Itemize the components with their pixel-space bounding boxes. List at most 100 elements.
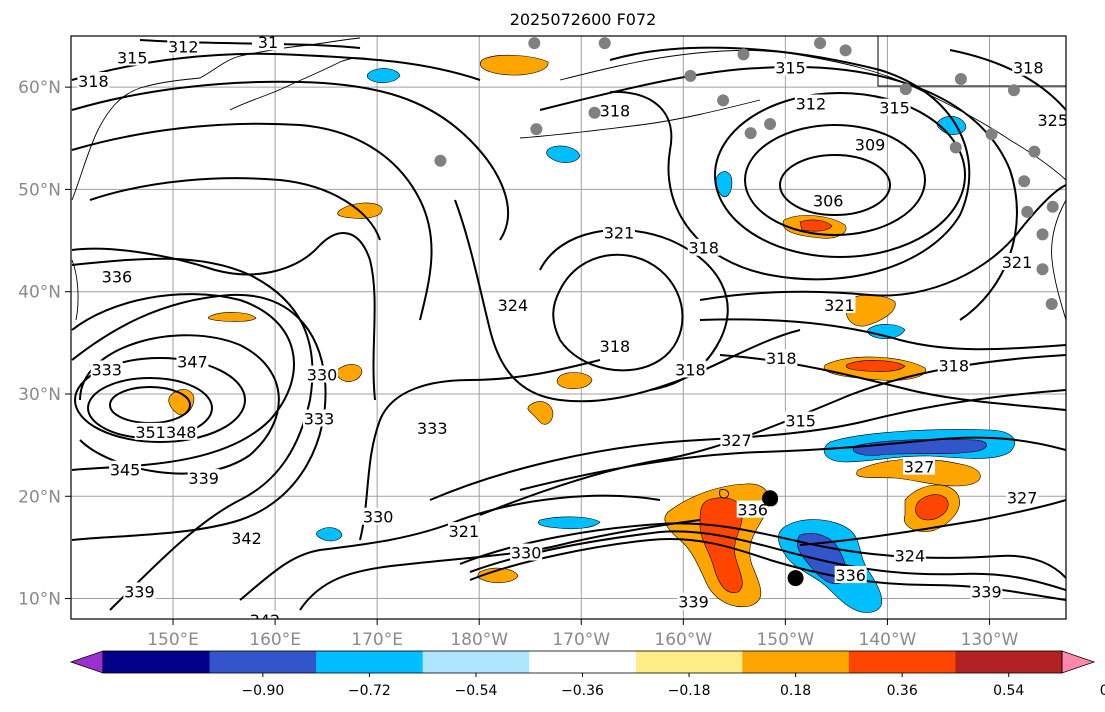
station-dot <box>1046 200 1059 213</box>
contour-label-bg <box>598 101 631 119</box>
lat-tick-label: 50°N <box>18 180 61 200</box>
contour-label: 318 <box>675 360 706 379</box>
contour-label-bg <box>854 135 887 153</box>
colorbar-extend-high <box>1061 650 1096 674</box>
station-dot <box>528 37 541 50</box>
colorbar-tick-label: 0.18 <box>780 683 811 699</box>
station-dot <box>954 72 967 85</box>
contour-label: 333 <box>417 419 448 438</box>
alaska-coast <box>559 50 1066 181</box>
contour-label: 321 <box>1002 253 1033 272</box>
contour-321-nw <box>71 122 433 321</box>
contour-label-bg <box>496 296 529 314</box>
contour-label: 321 <box>824 296 855 315</box>
lon-tick-label: 150°E <box>147 630 199 650</box>
contour-label-bg <box>100 267 133 285</box>
colorbar-tick-label: −0.72 <box>348 683 391 699</box>
station-dot <box>1036 228 1049 241</box>
contour-348 <box>74 357 246 443</box>
station-dot <box>814 37 827 50</box>
contour-label-bg <box>878 98 911 116</box>
contour-label-bg <box>720 431 753 449</box>
contour-label: 351 <box>135 423 166 442</box>
contour-label: 342 <box>250 611 281 630</box>
contour-label-bg <box>248 611 281 619</box>
contour-label: 306 <box>813 192 844 211</box>
contour-label: 327 <box>904 458 935 477</box>
contour-label-bg <box>187 468 220 486</box>
lon-tick-label: 170°E <box>351 630 403 650</box>
cyclone-centers <box>762 490 804 587</box>
aleutian-chain <box>519 99 761 139</box>
cyclone-center <box>762 490 779 507</box>
contour-327 <box>429 389 1066 501</box>
contour-label: 312 <box>168 37 199 56</box>
contour-label: 318 <box>600 337 631 356</box>
station-dot <box>434 154 447 167</box>
contour-309 <box>744 124 926 236</box>
contour-label: 336 <box>102 267 133 286</box>
station-dot <box>949 141 962 154</box>
colorbar: −0.90 −0.72 −0.54 −0.36 −0.18 0.18 0.36 0.54 0.7… <box>69 650 1105 699</box>
contour-label-bg <box>603 223 636 241</box>
contour-label: 339 <box>188 469 219 488</box>
contour-label: 318 <box>78 72 109 91</box>
north-america-coast <box>1051 199 1066 321</box>
contour-306 <box>779 154 891 216</box>
contour-label-bg <box>306 365 339 383</box>
contour-label: 348 <box>166 423 197 442</box>
lon-tick-label: 130°W <box>961 630 1019 650</box>
contour-label: 315 <box>785 412 816 431</box>
station-dot <box>1018 175 1031 188</box>
contour-label-bg <box>416 418 449 436</box>
contour-label-bg <box>109 460 142 478</box>
contour-label-bg <box>774 58 807 76</box>
station-dot <box>530 123 543 136</box>
contour-label-bg <box>302 409 335 427</box>
latitude-ticks: 10°N 20°N 30°N 40°N 50°N 60°N <box>18 78 71 610</box>
contour-label: 318 <box>600 102 631 121</box>
contour-339-jet <box>459 522 1066 579</box>
colorbar-segment <box>529 651 637 673</box>
station-dot <box>1007 84 1020 97</box>
station-dot <box>737 48 750 61</box>
contour-label: 333 <box>304 410 335 429</box>
contour-label-bg <box>447 522 480 540</box>
lon-tick-label: 140°W <box>859 630 917 650</box>
lat-tick-label: 40°N <box>18 283 61 303</box>
contour-label: 327 <box>1007 488 1038 507</box>
contour-label: 309 <box>855 135 886 154</box>
map-panel: 315 312 31 318 318 315 312 309 306 315 318 325 321 31… <box>71 36 1066 630</box>
kamchatka-coast <box>229 57 373 111</box>
contour-label: 336 <box>835 566 866 585</box>
contour-label: 318 <box>766 349 797 368</box>
lon-tick-label: 160°W <box>654 630 712 650</box>
contour-label: 327 <box>721 431 752 450</box>
contour-label-bg <box>674 360 707 378</box>
contour-label-bg <box>251 36 284 51</box>
contour-label-bg <box>362 507 395 525</box>
contour-label-bg <box>134 422 167 440</box>
contour-318-mid <box>552 253 684 372</box>
contour-label-bg <box>893 546 926 564</box>
colorbar-segment <box>848 651 956 673</box>
contour-label: 324 <box>498 296 529 315</box>
lat-tick-label: 60°N <box>18 78 61 98</box>
station-dot <box>1028 145 1041 158</box>
colorbar-tick-label: −0.90 <box>241 683 284 699</box>
asia-coast <box>71 37 361 201</box>
contour-label-bg <box>834 566 867 584</box>
contour-label-bg <box>1036 110 1066 128</box>
contour-label-bg <box>230 529 263 547</box>
contour-label-bg <box>1001 253 1034 271</box>
contour-label: 315 <box>117 49 148 68</box>
station-dot <box>1045 297 1058 310</box>
contour-label: 321 <box>604 223 635 242</box>
station-dot <box>684 69 697 82</box>
colorbar-tick-label: 0.36 <box>887 683 918 699</box>
contour-label-bg <box>823 296 856 314</box>
coastlines <box>71 36 1066 499</box>
station-dot <box>717 94 730 107</box>
contour-label-bg <box>165 422 198 440</box>
contour-324-east <box>799 499 1066 546</box>
